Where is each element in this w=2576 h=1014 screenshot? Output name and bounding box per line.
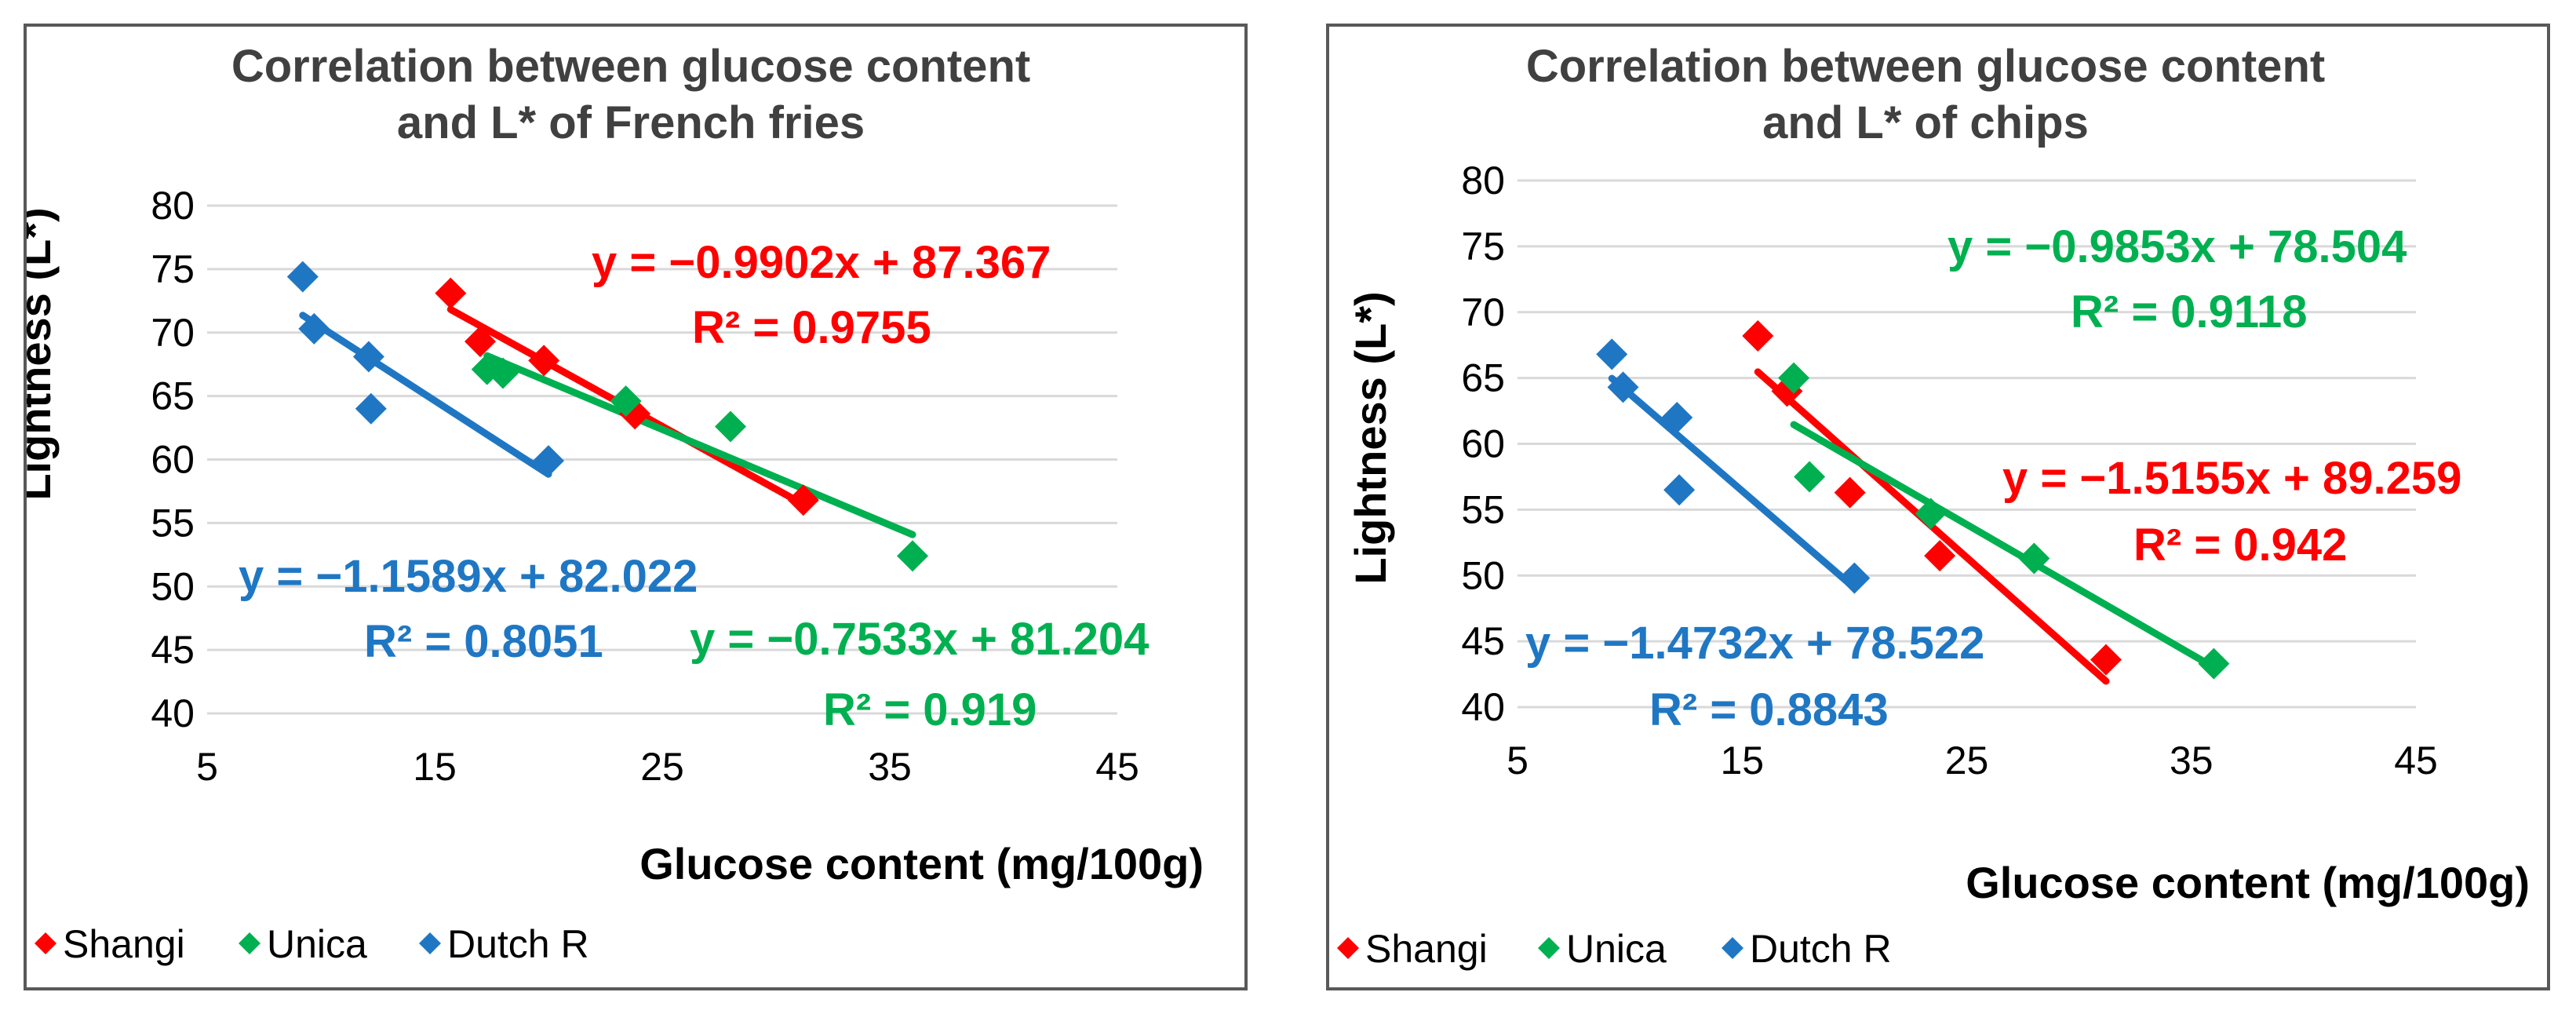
legend-marker-shangi — [35, 932, 56, 954]
trendline-dutch-r — [299, 312, 552, 478]
legend-marker-shangi — [1337, 937, 1359, 959]
equation-shangi: y = −1.5155x + 89.259 — [2002, 453, 2461, 504]
y-tick-label: 60 — [151, 438, 195, 482]
y-tick-label: 70 — [1461, 290, 1505, 334]
x-tick-label: 25 — [640, 745, 684, 789]
chart-title-line-1: Correlation between glucose content — [1526, 41, 2325, 92]
y-tick-label: 55 — [1461, 487, 1505, 531]
data-point-dutch-r — [1607, 371, 1639, 403]
data-point-dutch-r — [1663, 474, 1696, 506]
data-point-unica — [715, 410, 746, 443]
legend-label-shangi: Shangi — [1365, 927, 1488, 971]
data-point-unica — [1915, 498, 1947, 530]
r2-dutch-r: R² = 0.8051 — [364, 616, 603, 667]
legend-label-dutch-r: Dutch R — [1750, 927, 1892, 971]
y-tick-label: 55 — [151, 501, 195, 545]
data-point-dutch-r — [533, 445, 564, 477]
equation-dutch-r: y = −1.4732x + 78.522 — [1525, 618, 1984, 669]
data-point-unica — [897, 540, 928, 572]
x-tick-label: 5 — [196, 745, 218, 789]
data-point-dutch-r — [1596, 338, 1628, 370]
data-point-dutch-r — [298, 312, 330, 345]
r2-unica: R² = 0.919 — [823, 684, 1037, 735]
equation-shangi: y = −0.9902x + 87.367 — [592, 237, 1051, 288]
legend-label-dutch-r: Dutch R — [447, 922, 589, 966]
y-tick-label: 65 — [1461, 356, 1505, 400]
chart-panel-chips: Correlation between glucose content and … — [1326, 24, 2550, 990]
y-tick-label: 50 — [1461, 553, 1505, 597]
chart-title-line-2: and L* of French fries — [397, 97, 865, 148]
y-tick-label: 40 — [1461, 685, 1505, 729]
legend: Shangi Unica Dutch R — [1337, 927, 1892, 971]
legend: Shangi Unica Dutch R — [35, 922, 589, 966]
legend-label-shangi: Shangi — [63, 922, 185, 966]
data-point-dutch-r — [1661, 401, 1693, 433]
y-tick-label: 75 — [151, 247, 195, 291]
trendline-dutch-r — [1608, 374, 1858, 592]
y-tick-label: 50 — [151, 564, 195, 608]
data-point-shangi — [2090, 644, 2122, 676]
data-point-dutch-r — [286, 261, 319, 293]
chart-title-line-1: Correlation between glucose content — [231, 41, 1030, 92]
equation-unica: y = −0.7533x + 81.204 — [690, 614, 1149, 665]
legend-marker-dutch-r — [1722, 937, 1743, 959]
legend-label-unica: Unica — [267, 922, 367, 966]
data-point-unica — [610, 385, 642, 418]
data-point-dutch-r — [352, 341, 384, 373]
y-tick-label: 60 — [1461, 422, 1505, 466]
data-point-shangi — [435, 277, 467, 309]
legend-marker-dutch-r — [419, 932, 441, 954]
data-point-shangi — [1834, 476, 1866, 509]
y-tick-label: 75 — [1461, 224, 1505, 268]
data-point-shangi — [1924, 540, 1956, 572]
x-tick-label: 25 — [1945, 739, 1989, 782]
x-tick-label: 15 — [413, 745, 457, 789]
y-axis-label: Lightness (L*) — [27, 207, 60, 500]
data-point-unica — [487, 357, 519, 389]
chart-chips: Correlation between glucose content and … — [1337, 41, 2530, 971]
y-tick-label: 65 — [151, 374, 195, 418]
data-point-shangi — [465, 326, 496, 358]
chart-french-fries: Correlation between glucose content and … — [27, 41, 1204, 966]
equation-unica: y = −0.9853x + 78.504 — [1947, 221, 2407, 272]
data-point-dutch-r — [355, 392, 387, 425]
legend-marker-unica — [239, 932, 261, 954]
data-point-dutch-r — [1838, 562, 1871, 594]
chart-title-line-2: and L* of chips — [1762, 97, 2089, 148]
data-point-shangi — [528, 345, 560, 377]
x-axis-label: Glucose content (mg/100g) — [639, 839, 1204, 888]
y-tick-label: 70 — [151, 311, 195, 355]
legend-marker-unica — [1538, 937, 1560, 959]
r2-shangi: R² = 0.9755 — [692, 302, 931, 353]
x-tick-label: 45 — [1095, 745, 1139, 789]
equation-dutch-r: y = −1.1589x + 82.022 — [239, 551, 698, 602]
x-tick-label: 35 — [2170, 739, 2213, 782]
data-point-unica — [2198, 647, 2230, 680]
legend-label-unica: Unica — [1566, 927, 1667, 971]
x-tick-label: 35 — [868, 745, 912, 789]
data-point-shangi — [787, 484, 819, 516]
data-point-shangi — [1742, 319, 1774, 352]
chart-panel-french-fries: Correlation between glucose content and … — [24, 24, 1248, 990]
y-tick-label: 45 — [1461, 619, 1505, 663]
y-tick-label: 40 — [151, 691, 195, 735]
r2-shangi: R² = 0.942 — [2133, 520, 2347, 571]
x-axis-label: Glucose content (mg/100g) — [1966, 858, 2530, 907]
y-axis-label: Lightness (L*) — [1346, 291, 1395, 584]
y-tick-label: 45 — [151, 628, 195, 672]
data-point-unica — [2018, 542, 2050, 574]
data-point-unica — [1794, 461, 1826, 493]
r2-dutch-r: R² = 0.8843 — [1649, 684, 1889, 735]
r2-unica: R² = 0.9118 — [2071, 286, 2308, 337]
trendline-unica — [1790, 421, 2217, 671]
data-point-unica — [1778, 362, 1810, 394]
x-tick-label: 5 — [1507, 739, 1528, 782]
x-tick-label: 45 — [2394, 739, 2438, 782]
trendline-unica — [483, 352, 916, 538]
y-tick-label: 80 — [1461, 159, 1505, 202]
y-tick-label: 80 — [151, 184, 195, 228]
x-tick-label: 15 — [1720, 739, 1764, 782]
